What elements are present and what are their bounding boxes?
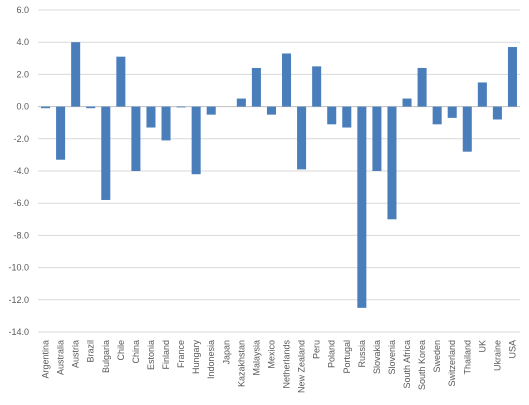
bars (41, 42, 517, 308)
y-tick-label: -8.0 (13, 230, 29, 240)
x-category-label: Japan (221, 340, 231, 365)
bar-france (176, 106, 186, 108)
bar-bulgaria (101, 106, 111, 200)
x-category-label: South Korea (417, 340, 427, 390)
x-category-label: Switzerland (447, 340, 457, 387)
bar-netherlands (282, 53, 292, 107)
bar-poland (327, 106, 337, 125)
bar-estonia (146, 106, 156, 128)
x-category-label: Ukraine (492, 340, 502, 371)
x-category-label: Slovakia (372, 340, 382, 374)
y-tick-label: -6.0 (13, 198, 29, 208)
x-category-label: Poland (327, 340, 337, 368)
y-tick-label: 0.0 (16, 102, 29, 112)
bar-switzerland (447, 106, 457, 118)
x-category-label: Australia (56, 340, 66, 375)
bar-slovakia (372, 106, 382, 171)
x-category-label: Thailand (462, 340, 472, 375)
gridlines (38, 9, 520, 333)
x-category-label: Bulgaria (101, 340, 111, 373)
bar-mexico (266, 106, 276, 115)
y-tick-label: -12.0 (8, 295, 29, 305)
x-category-label: USA (507, 340, 517, 359)
x-category-label: Indonesia (206, 340, 216, 379)
x-axis-categories: Argentina Australia Austria Brazil Bulgaria C… (41, 340, 518, 394)
bar-indonesia (206, 106, 216, 115)
bar-argentina (41, 106, 51, 109)
x-category-label: China (131, 340, 141, 364)
bar-new-zealand (297, 106, 307, 170)
x-category-label: Sweden (432, 340, 442, 373)
bar-usa (507, 47, 517, 107)
y-axis-ticks: 6.0 4.0 2.0 0.0 -2.0 -4.0 -6.0 -8.0 -10.0 -12.0 -1… (8, 5, 29, 337)
x-category-label: Peru (312, 340, 322, 359)
x-category-label: New Zealand (297, 340, 307, 393)
x-category-label: Netherlands (282, 340, 292, 389)
y-tick-label: -14.0 (8, 327, 29, 337)
bar-south-africa (402, 98, 412, 107)
x-category-label: Estonia (146, 340, 156, 370)
bar-australia (56, 106, 66, 160)
x-category-label: Chile (116, 340, 126, 361)
bar-china (131, 106, 141, 171)
bar-slovenia (387, 106, 397, 220)
bar-sweden (432, 106, 442, 125)
y-tick-label: -2.0 (13, 134, 29, 144)
x-category-label: Malaysia (251, 340, 261, 376)
bar-chile (116, 56, 126, 107)
x-category-label: UK (477, 340, 487, 353)
bar-uk (477, 82, 487, 107)
x-category-label: Argentina (41, 340, 51, 379)
bar-ukraine (492, 106, 502, 120)
bar-finland (161, 106, 171, 141)
bar-malaysia (251, 67, 261, 107)
bar-brazil (86, 106, 96, 109)
y-tick-label: -4.0 (13, 166, 29, 176)
bar-thailand (462, 106, 472, 152)
y-tick-label: 4.0 (16, 37, 29, 47)
x-category-label: France (176, 340, 186, 368)
bar-south-korea (417, 67, 427, 107)
y-tick-label: 6.0 (16, 5, 29, 15)
x-category-label: Finland (161, 340, 171, 370)
x-category-label: Portugal (342, 340, 352, 374)
x-category-label: Austria (71, 340, 81, 368)
bar-austria (71, 42, 81, 107)
x-category-label: Russia (357, 340, 367, 368)
bar-portugal (342, 106, 352, 128)
x-category-label: South Africa (402, 340, 412, 389)
x-category-label: Mexico (266, 340, 276, 369)
bar-kazakhstan (236, 98, 246, 107)
x-category-label: Brazil (86, 340, 96, 363)
x-category-label: Hungary (191, 340, 201, 375)
x-category-label: Slovenia (387, 340, 397, 375)
bar-peru (312, 66, 322, 107)
bar-hungary (191, 106, 201, 175)
x-category-label: Kazakhstan (236, 340, 246, 387)
bar-russia (357, 106, 367, 308)
y-tick-label: 2.0 (16, 69, 29, 79)
y-tick-label: -10.0 (8, 263, 29, 273)
